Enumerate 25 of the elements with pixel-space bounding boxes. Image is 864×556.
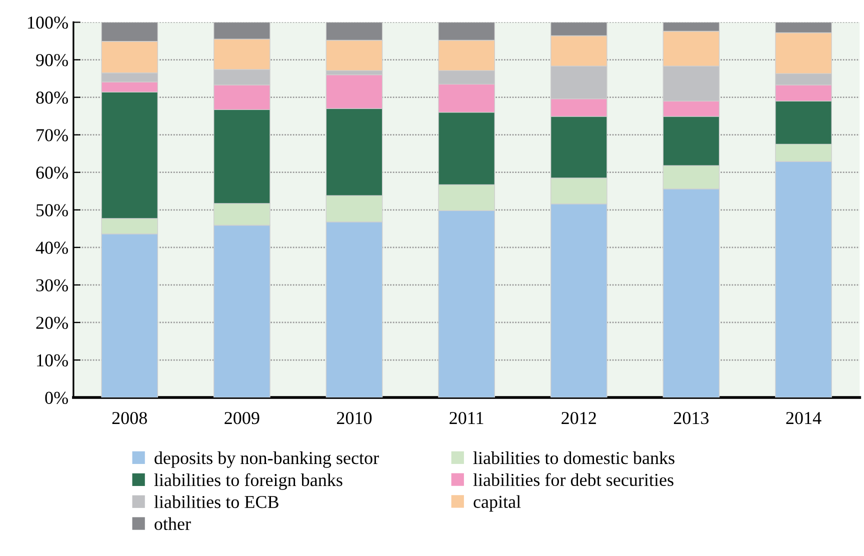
x-tick-label: 2010 bbox=[336, 412, 372, 424]
y-tick-label: 60% bbox=[36, 166, 68, 179]
y-tick-label: 90% bbox=[36, 54, 68, 66]
y-tick-label: 40% bbox=[36, 242, 68, 254]
x-tick-label: 2014 bbox=[786, 412, 822, 424]
y-tick-label: 20% bbox=[36, 316, 68, 329]
legend-label: liabilities to ECB bbox=[154, 495, 278, 508]
legend-label: other bbox=[154, 517, 191, 530]
y-tick-label: 50% bbox=[36, 204, 68, 216]
y-tick-label: 70% bbox=[36, 129, 68, 142]
x-tick-label: 2008 bbox=[112, 412, 147, 424]
legend-label: liabilities to domestic banks bbox=[473, 451, 674, 464]
legend-label: liabilities for debt securities bbox=[473, 473, 674, 486]
legend-label: capital bbox=[474, 495, 521, 512]
x-tick-label: 2011 bbox=[450, 412, 484, 424]
y-tick-label: 100% bbox=[28, 16, 68, 29]
y-tick-label: 80% bbox=[36, 92, 68, 104]
y-tick-label: 30% bbox=[36, 279, 68, 292]
y-tick-label: 0% bbox=[45, 392, 68, 404]
x-tick-label: 2013 bbox=[674, 412, 709, 424]
y-tick-label: 10% bbox=[37, 354, 68, 367]
legend-label: liabilities to foreign banks bbox=[154, 473, 342, 490]
legend-label: deposits by non-banking sector bbox=[154, 451, 379, 468]
x-tick-label: 2009 bbox=[224, 412, 260, 424]
x-tick-label: 2012 bbox=[562, 412, 596, 424]
